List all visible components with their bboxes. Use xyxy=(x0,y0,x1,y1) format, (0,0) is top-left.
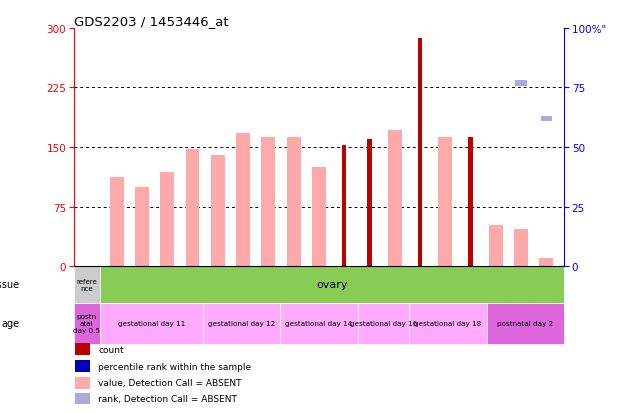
Bar xyxy=(185,149,199,266)
Text: gestational day 16: gestational day 16 xyxy=(350,320,417,327)
Text: GDS2203 / 1453446_at: GDS2203 / 1453446_at xyxy=(74,15,228,28)
Text: postnatal day 2: postnatal day 2 xyxy=(497,320,553,327)
Bar xyxy=(75,344,90,355)
Bar xyxy=(418,39,422,266)
Bar xyxy=(438,138,453,266)
Bar xyxy=(74,266,99,303)
Bar xyxy=(262,138,275,266)
Bar xyxy=(358,303,409,344)
Text: gestational day 12: gestational day 12 xyxy=(208,320,275,327)
Text: postn
atal
day 0.5: postn atal day 0.5 xyxy=(73,313,100,334)
Text: percentile rank within the sample: percentile rank within the sample xyxy=(98,362,251,370)
Bar xyxy=(75,360,90,372)
Text: rank, Detection Call = ABSENT: rank, Detection Call = ABSENT xyxy=(98,394,237,403)
Bar xyxy=(409,303,487,344)
Bar xyxy=(388,130,402,266)
Bar xyxy=(236,133,250,266)
Text: value, Detection Call = ABSENT: value, Detection Call = ABSENT xyxy=(98,378,242,387)
Bar xyxy=(515,81,527,86)
Bar xyxy=(287,138,301,266)
Text: gestational day 18: gestational day 18 xyxy=(414,320,481,327)
Bar xyxy=(99,303,203,344)
Bar xyxy=(342,145,346,266)
Bar xyxy=(211,156,225,266)
Bar xyxy=(203,303,280,344)
Text: refere
nce: refere nce xyxy=(76,278,97,291)
Bar xyxy=(312,167,326,266)
Bar xyxy=(514,229,528,266)
Bar xyxy=(490,21,501,27)
Bar xyxy=(160,173,174,266)
Text: age: age xyxy=(1,318,19,329)
Bar xyxy=(487,303,564,344)
Bar xyxy=(540,259,553,266)
Bar xyxy=(469,138,473,266)
Text: ovary: ovary xyxy=(316,280,347,290)
Bar xyxy=(110,178,124,266)
Bar xyxy=(74,303,99,344)
Bar xyxy=(541,116,552,122)
Bar xyxy=(367,140,372,266)
Bar xyxy=(489,225,503,266)
Bar xyxy=(280,303,358,344)
Text: count: count xyxy=(98,345,124,354)
Text: gestational day 14: gestational day 14 xyxy=(285,320,353,327)
Bar xyxy=(135,187,149,266)
Bar xyxy=(75,393,90,404)
Bar xyxy=(75,377,90,389)
Text: gestational day 11: gestational day 11 xyxy=(117,320,185,327)
Text: tissue: tissue xyxy=(0,280,19,290)
